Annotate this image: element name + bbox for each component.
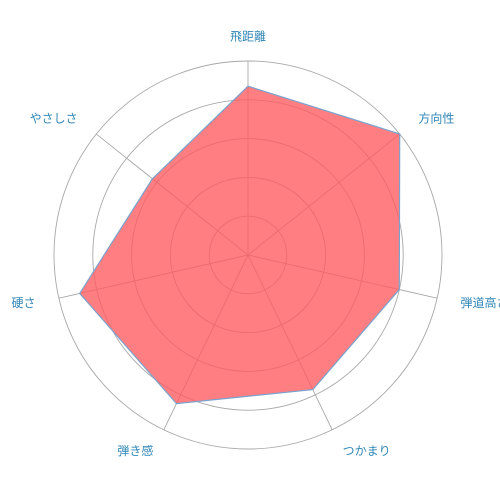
radar-series: [78, 85, 401, 405]
axis-label-7: やさしさ: [30, 112, 78, 126]
axis-label-4: つかまり: [343, 444, 391, 458]
axis-label-1: 飛距離: [230, 30, 266, 44]
axis-label-3: 弾道高さ: [461, 295, 500, 310]
axis-label-6: 硬さ: [11, 296, 35, 310]
axis-labels: 飛距離方向性弾道高さつかまり 弾き感 硬さ やさしさ: [11, 30, 500, 458]
axis-label-5: 弾き感: [117, 443, 153, 458]
axis-label-2: 方向性: [418, 111, 454, 126]
series-area-1: [78, 85, 401, 405]
